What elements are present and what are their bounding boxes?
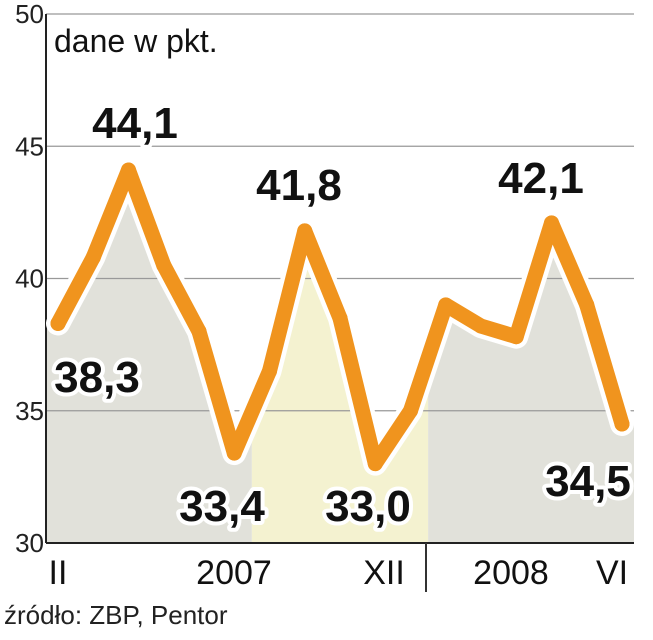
data-point <box>403 403 418 419</box>
data-label-halo: 41,8 <box>256 161 342 210</box>
data-label-halo: 33,0 <box>325 482 411 531</box>
x-tick-label: VI <box>596 554 628 592</box>
x-tick-label: II <box>49 554 68 592</box>
x-tick-label: 2007 <box>196 554 272 592</box>
y-tick-label: 35 <box>15 396 44 426</box>
y-tick-label: 50 <box>15 0 44 29</box>
data-point <box>579 297 595 313</box>
x-tick-label: XII <box>363 554 405 592</box>
data-label: 41,8 <box>256 161 342 210</box>
data-point <box>473 318 489 334</box>
data-label: 33,0 <box>325 482 411 531</box>
data-point <box>508 329 524 345</box>
data-point <box>367 456 383 472</box>
data-label: 34,5 <box>545 457 631 506</box>
data-point <box>85 249 101 265</box>
data-point <box>121 162 136 178</box>
data-point <box>262 363 277 379</box>
data-label: 44,1 <box>92 99 178 148</box>
data-label: 38,3 <box>54 353 140 402</box>
data-point <box>297 223 313 239</box>
data-point <box>438 297 454 313</box>
source-note: źródło: ZBP, Pentor <box>4 600 228 630</box>
y-axis-unit-label: dane w pkt. <box>54 23 218 59</box>
data-point <box>156 257 172 273</box>
data-label-halo: 33,4 <box>179 482 265 531</box>
x-tick-label: 2008 <box>473 554 549 592</box>
data-label-halo: 42,1 <box>498 154 584 203</box>
y-tick-label: 40 <box>15 264 44 294</box>
y-tick-label: 45 <box>15 131 44 161</box>
data-point <box>226 445 242 461</box>
data-point <box>50 315 66 331</box>
y-tick-label: 30 <box>15 528 44 558</box>
data-point <box>332 310 348 326</box>
data-label: 42,1 <box>498 154 584 203</box>
data-label-halo: 38,3 <box>54 353 140 402</box>
data-label-halo: 44,1 <box>92 99 178 148</box>
data-point <box>191 323 207 339</box>
data-label: 33,4 <box>179 482 265 531</box>
data-label-halo: 34,5 <box>545 457 631 506</box>
data-point <box>544 215 559 231</box>
data-point <box>614 416 630 432</box>
